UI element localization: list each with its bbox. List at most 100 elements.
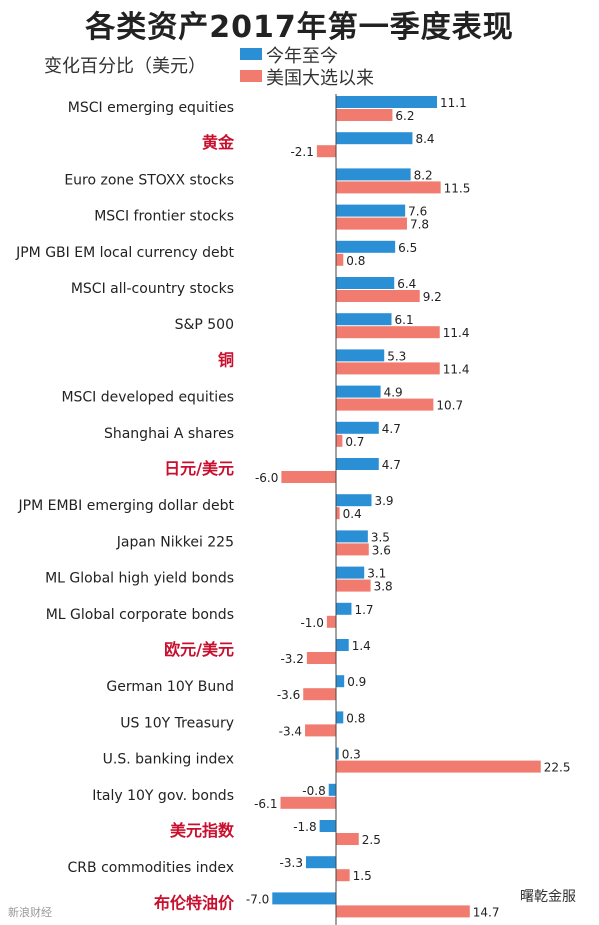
value-label: -1.8 [293,820,316,834]
bar-ytd [336,349,385,362]
value-label: -3.4 [279,724,302,738]
bar-ytd [319,820,336,832]
bar-since-election [316,145,336,158]
bar-since-election [336,833,359,845]
bar-ytd [336,240,396,253]
value-label: -2.1 [290,145,313,159]
category-label: ML Global corporate bonds [46,607,234,623]
bar-ytd [336,277,395,289]
value-label: 0.7 [345,435,364,449]
bar-since-election [303,688,336,701]
category-label: US 10Y Treasury [120,715,234,731]
value-label: -0.8 [302,784,325,798]
value-label: 22.5 [544,761,571,775]
value-label: 0.8 [346,254,365,268]
value-label: 4.9 [384,386,403,400]
bar-since-election [336,579,371,592]
legend-label-ytd: 今年至今 [266,46,338,67]
category-label: MSCI emerging equities [68,100,234,116]
value-label: -3.2 [280,652,303,666]
chart-subtitle: 变化百分比（美元） [44,56,206,77]
legend-swatch-since-election [240,70,262,82]
bar-ytd [336,204,406,217]
bar-ytd [336,96,438,108]
category-label: U.S. banking index [103,752,234,768]
category-label: 欧元/美元 [164,640,234,659]
value-label: -6.1 [254,797,277,811]
value-label: 8.2 [414,168,433,182]
bar-since-election [336,326,440,339]
bar-since-election [280,796,336,809]
value-label: 1.5 [353,869,372,883]
bar-ytd [336,747,339,760]
value-label: -1.0 [300,616,323,630]
category-label: Japan Nikkei 225 [116,534,234,550]
bar-since-election [336,507,340,520]
category-label: German 10Y Bund [106,679,234,695]
watermark-left: 新浪财经 [8,906,52,919]
value-label: 1.4 [352,639,371,653]
value-label: -7.0 [246,892,269,906]
bar-ytd [336,385,381,398]
value-label: 3.9 [374,494,393,508]
bar-ytd [336,639,349,651]
value-label: 10.7 [436,399,463,413]
bar-since-election [336,253,344,266]
bar-since-election [336,434,343,447]
category-label: Shanghai A shares [104,426,234,442]
value-label: 5.3 [387,349,406,363]
value-label: 11.4 [443,362,470,376]
bar-ytd [336,494,372,507]
bar-since-election [336,760,541,773]
value-label: 7.6 [408,205,427,219]
bar-since-election [336,217,407,230]
bar-ytd [272,892,336,905]
bar-since-election [336,905,470,918]
bar-ytd [336,530,368,543]
bar-ytd [336,458,379,470]
value-label: 11.5 [444,181,471,195]
bar-ytd [336,566,365,579]
value-label: -3.3 [280,856,303,870]
category-label: 黄金 [202,133,235,152]
value-label: 14.7 [473,905,500,919]
bar-ytd [336,711,344,724]
bar-since-election [336,109,393,121]
value-label: 9.2 [423,290,442,304]
value-label: 4.7 [382,458,401,472]
chart-title: 各类资产2017年第一季度表现 [85,10,514,45]
value-label: 3.5 [371,530,390,544]
value-label: 8.4 [415,132,434,146]
bar-since-election [306,652,336,664]
bar-since-election [326,615,336,628]
category-label: ML Global high yield bonds [45,571,234,587]
category-label: JPM EMBI emerging dollar debt [18,498,235,514]
value-label: -3.6 [277,688,300,702]
bar-since-election [336,362,440,375]
bar-ytd [305,856,336,869]
value-label: 3.6 [372,543,391,557]
legend-swatch-ytd [240,48,262,60]
watermark-right: 曙乾金服 [520,889,576,905]
value-label: 6.2 [395,109,414,123]
bar-since-election [336,290,420,302]
category-label: MSCI developed equities [61,390,234,406]
category-label: 铜 [218,350,234,369]
bar-since-election [305,724,336,737]
bar-ytd [336,602,352,615]
value-label: 11.4 [443,326,470,340]
category-label: JPM GBI EM local currency debt [15,245,234,261]
category-label: MSCI all-country stocks [71,281,234,297]
legend-label-since-election: 美国大选以来 [266,68,374,89]
value-label: 3.8 [374,580,393,594]
value-label: 6.4 [397,277,416,291]
value-label: 0.8 [346,711,365,725]
value-label: 11.1 [440,96,467,110]
value-label: -6.0 [255,471,278,485]
category-label: Italy 10Y gov. bonds [92,788,234,804]
value-label: 4.7 [382,422,401,436]
bar-ytd [336,675,345,688]
bar-ytd [336,313,392,326]
value-label: 3.1 [367,567,386,581]
category-label: MSCI frontier stocks [94,209,234,225]
